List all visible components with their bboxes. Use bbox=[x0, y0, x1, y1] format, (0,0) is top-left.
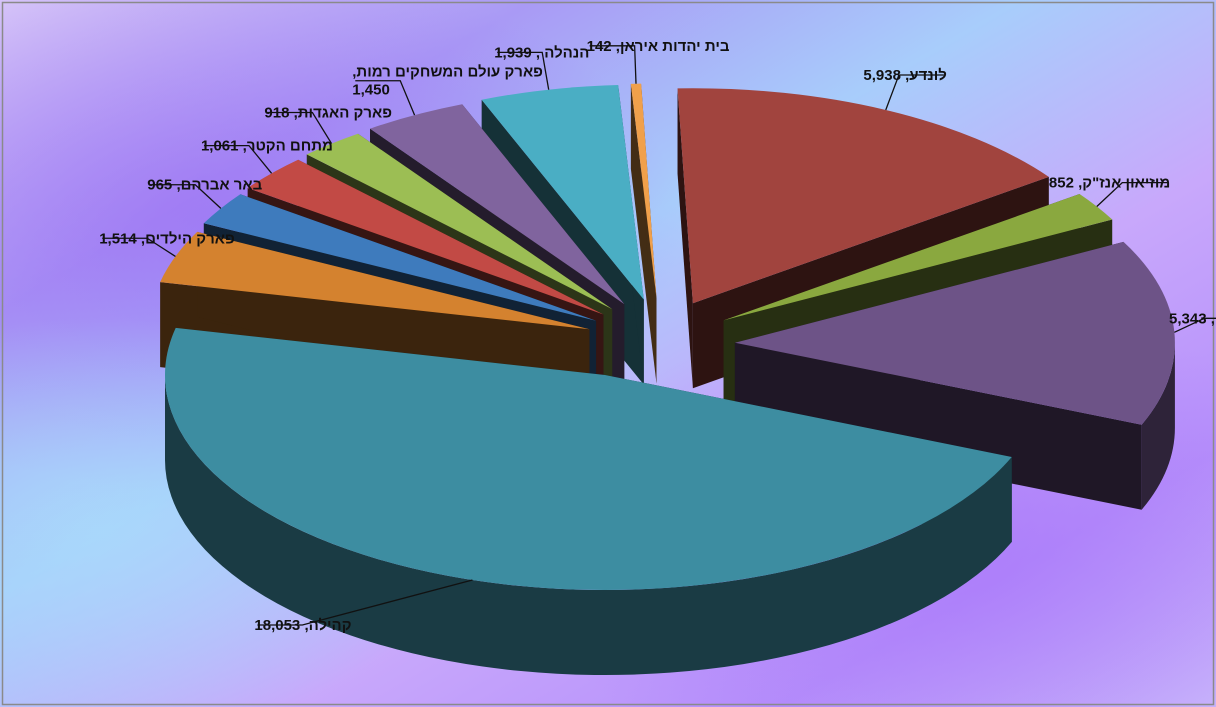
data-labels: לונדע, 5,938 מוזיאון אנז"ק, 852 נגב זו, 5,… bbox=[99, 38, 1216, 634]
data-label: באר אברהם, 965 bbox=[147, 177, 263, 209]
data-label: קהילה, 18,053 bbox=[254, 579, 473, 634]
pie-slices bbox=[160, 83, 1175, 675]
slice-label: פארק הילדים, 1,514 bbox=[99, 230, 235, 247]
slice-label: לונדע, 5,938 bbox=[863, 67, 946, 84]
slice-label: באר אברהם, 965 bbox=[147, 177, 262, 194]
slice-label: פארק האגדות, 918 bbox=[264, 104, 392, 121]
slice-label: קהילה, 18,053 bbox=[254, 617, 351, 634]
slice-label: מוזיאון אנז"ק, 852 bbox=[1049, 175, 1170, 192]
data-label: פארק עולם המשחקים רמות, 1,450 bbox=[352, 64, 543, 116]
data-label: פארק האגדות, 918 bbox=[264, 104, 392, 144]
data-label: פארק הילדים, 1,514 bbox=[99, 230, 235, 257]
pie-slice bbox=[630, 83, 657, 384]
data-label: מוזיאון אנז"ק, 852 bbox=[1049, 175, 1170, 207]
data-label: לונדע, 5,938 bbox=[863, 67, 947, 111]
slice-label: פארק עולם המשחקים רמות, 1,450 bbox=[352, 64, 543, 99]
data-label: בית יהדות איראן, 142 bbox=[587, 38, 730, 84]
slice-label: מתחם הקטר, 1,061 bbox=[201, 138, 333, 155]
slice-label: בית יהדות איראן, 142 bbox=[587, 38, 730, 55]
pie-slice bbox=[165, 327, 1012, 675]
data-label: מתחם הקטר, 1,061 bbox=[201, 138, 333, 174]
slice-label: הנהלה , 1,939 bbox=[494, 44, 589, 61]
slice-label: נגב זו, 5,343 bbox=[1169, 310, 1216, 327]
data-label: הנהלה , 1,939 bbox=[494, 44, 589, 90]
pie-slice bbox=[734, 241, 1175, 510]
data-label: נגב זו, 5,343 bbox=[1169, 310, 1216, 333]
